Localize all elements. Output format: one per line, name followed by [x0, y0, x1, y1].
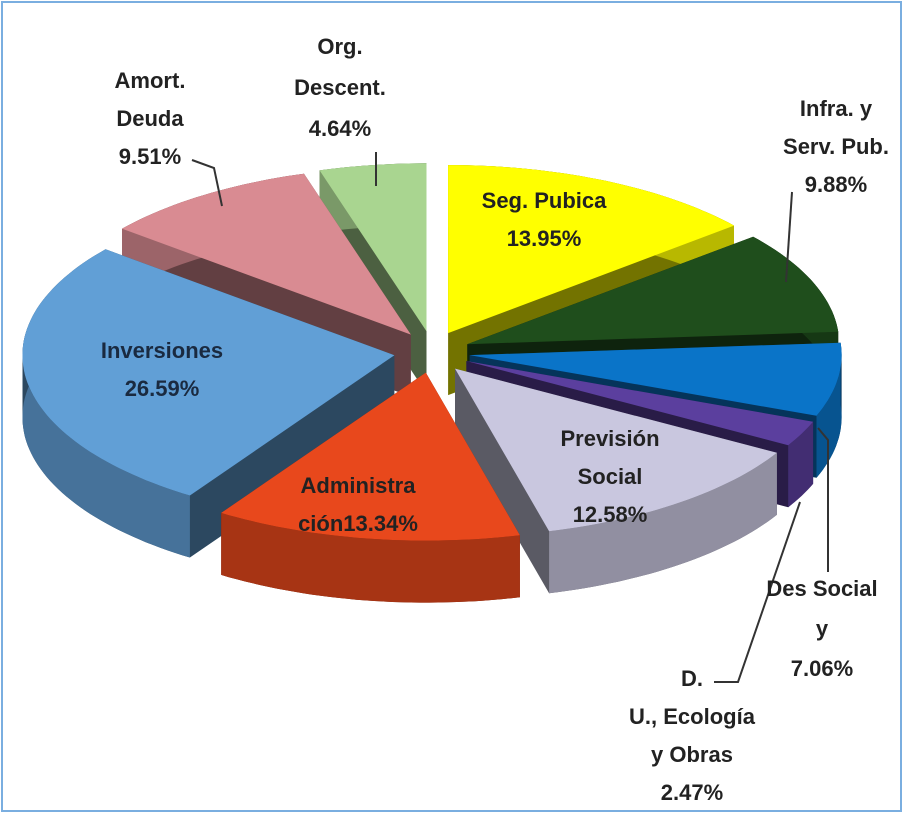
- slice: [122, 173, 411, 335]
- slice-label: Amort. Deuda: [115, 68, 186, 131]
- slice-label: D. U., Ecología y Obras: [629, 666, 756, 767]
- slice: [221, 372, 520, 541]
- value-label: 4.64%: [309, 116, 371, 141]
- slice-wall: [788, 421, 814, 508]
- value-label: 12.58%: [573, 502, 648, 527]
- label-line: D.: [681, 666, 703, 691]
- slice-wall: [816, 342, 842, 478]
- leader-line: [714, 501, 801, 683]
- labels: Seg. Pubica 13.95% Infra. y Serv. Pub. 9.88%…: [101, 34, 889, 805]
- label-line: Infra. y: [800, 96, 873, 121]
- slice-label: Org. Descent.: [294, 34, 386, 100]
- label-line: U., Ecología: [629, 704, 756, 729]
- leader-lines: [191, 152, 829, 683]
- label-line: Serv. Pub.: [783, 134, 889, 159]
- slice: [319, 163, 427, 332]
- label-line: Administra: [301, 473, 417, 498]
- slice-label: Infra. y Serv. Pub.: [783, 96, 889, 159]
- slice-label: Administra ción: [298, 473, 416, 536]
- value-label: 7.06%: [791, 656, 853, 681]
- value-label: 2.47%: [661, 780, 723, 805]
- slice: [448, 165, 734, 334]
- slice-wall: [549, 452, 777, 594]
- slice: [455, 368, 777, 532]
- slice-label: Previsión Social: [560, 426, 659, 489]
- slice: [22, 249, 395, 496]
- slice: [467, 236, 839, 345]
- value-label: 13.34%: [343, 511, 418, 536]
- slice-label: Inversiones: [101, 338, 223, 363]
- label-line: y: [816, 616, 829, 641]
- value-label: 9.51%: [119, 144, 181, 169]
- label-line: Social: [578, 464, 643, 489]
- slice-label: Seg. Pubica: [482, 188, 607, 213]
- value-label: 13.95%: [507, 226, 582, 251]
- value-label: 9.88%: [805, 172, 867, 197]
- slice: [469, 342, 842, 416]
- pie: [22, 163, 842, 603]
- value-label: 26.59%: [125, 376, 200, 401]
- label-line: Des Social: [766, 576, 877, 601]
- slice: [466, 361, 814, 446]
- leader-line: [191, 159, 223, 207]
- label-line: Deuda: [116, 106, 184, 131]
- label-line: Inversiones: [101, 338, 223, 363]
- label-line: Descent.: [294, 75, 386, 100]
- label-line: Org.: [317, 34, 362, 59]
- leader-line: [785, 191, 793, 283]
- label-line: y Obras: [651, 742, 733, 767]
- label-line: Seg. Pubica: [482, 188, 607, 213]
- leader-line: [817, 427, 829, 572]
- label-line: Amort.: [115, 68, 186, 93]
- slice-wall: [221, 512, 520, 603]
- label-line: ción: [298, 511, 343, 536]
- label-line: Previsión: [560, 426, 659, 451]
- slice-label: Des Social y: [766, 576, 877, 641]
